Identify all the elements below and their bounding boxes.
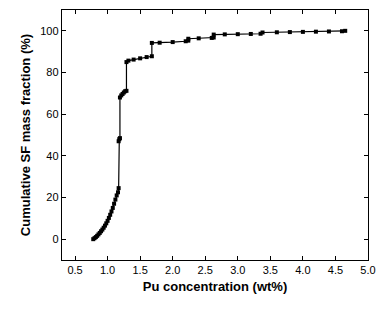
svg-text:2.5: 2.5: [198, 264, 213, 276]
svg-text:0.5: 0.5: [67, 264, 82, 276]
svg-text:3.0: 3.0: [230, 264, 245, 276]
svg-text:Cumulative SF mass fraction (%: Cumulative SF mass fraction (%): [18, 34, 33, 236]
svg-text:1.5: 1.5: [132, 264, 147, 276]
svg-text:2.0: 2.0: [165, 264, 180, 276]
svg-text:5.0: 5.0: [360, 264, 375, 276]
svg-text:1.0: 1.0: [100, 264, 115, 276]
svg-text:3.5: 3.5: [263, 264, 278, 276]
svg-text:60: 60: [46, 108, 58, 120]
svg-text:40: 40: [46, 150, 58, 162]
svg-text:4.0: 4.0: [295, 264, 310, 276]
svg-text:Pu concentration (wt%): Pu concentration (wt%): [143, 279, 287, 294]
svg-text:20: 20: [46, 191, 58, 203]
svg-text:0: 0: [52, 233, 58, 245]
svg-text:100: 100: [40, 25, 58, 37]
svg-text:80: 80: [46, 66, 58, 78]
svg-text:4.5: 4.5: [328, 264, 343, 276]
